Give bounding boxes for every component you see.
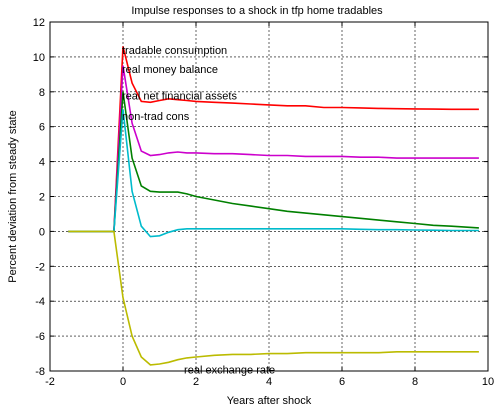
x-tick-label: 10 <box>482 376 494 388</box>
y-tick-label: -2 <box>35 261 45 273</box>
tick-layer: -2 0 2 4 6 8 10 -8 -6 -4 -2 0 2 4 6 8 10 12 <box>33 17 494 388</box>
annotation-layer: tradable consumption real money balance re… <box>122 45 275 376</box>
x-tick-label: 8 <box>412 376 418 388</box>
series-line-1 <box>68 46 479 233</box>
series-line-4 <box>68 109 479 238</box>
annotation-label: non-trad cons <box>122 111 190 123</box>
x-tick-label: 4 <box>266 376 272 388</box>
x-tick-label: 6 <box>339 376 345 388</box>
annotation-label: tradable consumption <box>122 45 227 57</box>
y-tick-label: -8 <box>35 366 45 378</box>
x-tick-label: 2 <box>193 376 199 388</box>
y-tick-label: 10 <box>33 52 45 64</box>
y-tick-label: -4 <box>35 296 45 308</box>
x-tick-label: -2 <box>45 376 55 388</box>
series-layer <box>68 46 479 366</box>
y-tick-label: 8 <box>39 87 45 99</box>
y-tick-label: 2 <box>39 192 45 204</box>
annotation-label: real net financial assets <box>122 90 237 102</box>
y-tick-label: -6 <box>35 331 45 343</box>
annotation-label: real exchange rate <box>184 364 275 376</box>
chart-title: Impulse responses to a shock in tfp home… <box>131 5 383 17</box>
y-tick-label: 0 <box>39 226 45 238</box>
y-tick-label: 4 <box>39 157 45 169</box>
y-tick-label: 12 <box>33 17 45 29</box>
x-axis-label: Years after shock <box>227 395 312 407</box>
series-line-2 <box>68 65 479 233</box>
x-tick-label: 0 <box>120 376 126 388</box>
annotation-label: real money balance <box>122 64 218 76</box>
series-line-5 <box>68 230 479 366</box>
y-tick-label: 6 <box>39 122 45 134</box>
series-line-3 <box>68 91 479 233</box>
y-axis-label: Percent deviation from steady state <box>7 110 19 282</box>
